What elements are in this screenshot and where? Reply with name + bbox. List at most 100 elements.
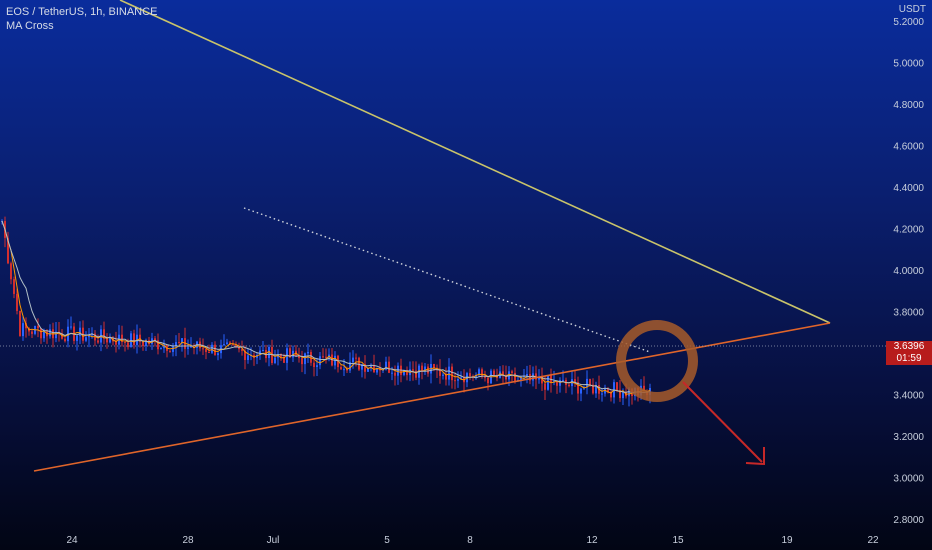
candle-body bbox=[154, 338, 156, 341]
candle-body bbox=[55, 331, 57, 339]
candle-body bbox=[274, 357, 276, 364]
candle-body bbox=[595, 385, 597, 394]
y-tick-label: 5.2000 bbox=[893, 17, 924, 28]
candle-body bbox=[361, 364, 363, 370]
candle-body bbox=[304, 353, 306, 365]
candle-body bbox=[244, 350, 246, 360]
candle-body bbox=[97, 340, 99, 343]
candle-body bbox=[439, 369, 441, 376]
resistance-trendline[interactable] bbox=[119, 0, 831, 324]
candle-body bbox=[550, 375, 552, 383]
candle-body bbox=[388, 361, 390, 373]
candle-body bbox=[397, 365, 399, 376]
candle-body bbox=[109, 337, 111, 343]
candle-body bbox=[253, 355, 255, 358]
candle-body bbox=[208, 352, 210, 354]
candle-body bbox=[352, 357, 354, 363]
price-axis[interactable]: 5.2000 5.0000 4.8000 4.6000 4.4000 4.2000 4.00… bbox=[893, 17, 924, 526]
x-tick-label: 28 bbox=[182, 535, 194, 546]
candle-body bbox=[322, 356, 324, 358]
candle-body bbox=[91, 333, 93, 336]
candle-body bbox=[10, 263, 12, 280]
candle-body bbox=[61, 333, 63, 339]
candle-body bbox=[364, 364, 366, 372]
candle-body bbox=[49, 329, 51, 337]
candle-body bbox=[172, 346, 174, 352]
candle-body bbox=[340, 367, 342, 370]
arrow-head bbox=[745, 447, 765, 466]
candle-body bbox=[79, 327, 81, 336]
candle-body bbox=[31, 331, 33, 334]
candle-body bbox=[403, 369, 405, 375]
candle-body bbox=[76, 335, 78, 341]
candle-body bbox=[370, 365, 372, 369]
candle-body bbox=[160, 348, 162, 350]
candle-body bbox=[586, 378, 588, 388]
candle-body bbox=[301, 358, 303, 365]
ma-fast-line bbox=[1, 220, 651, 395]
candle-body bbox=[37, 325, 39, 329]
candle-body bbox=[622, 392, 624, 399]
candle-body bbox=[127, 342, 129, 348]
dotted-trendline[interactable] bbox=[243, 207, 651, 353]
candle-body bbox=[256, 355, 258, 358]
y-tick-label: 3.8000 bbox=[893, 308, 924, 319]
candle-body bbox=[475, 375, 477, 378]
candle-body bbox=[13, 279, 15, 294]
candle-body bbox=[544, 383, 546, 390]
highlight-circle[interactable] bbox=[616, 320, 698, 402]
candle-body bbox=[22, 323, 24, 337]
candle-body bbox=[514, 372, 516, 382]
candle-body bbox=[157, 340, 159, 350]
y-tick-label: 4.8000 bbox=[893, 100, 924, 111]
candle-body bbox=[268, 346, 270, 359]
candle-body bbox=[298, 355, 300, 359]
y-tick-label: 5.0000 bbox=[893, 59, 924, 70]
candle-body bbox=[628, 388, 630, 397]
support-trendline[interactable] bbox=[33, 322, 831, 472]
candle-body bbox=[223, 343, 225, 346]
candle-body bbox=[559, 380, 561, 386]
candle-body bbox=[367, 368, 369, 372]
x-tick-label: 8 bbox=[467, 535, 473, 546]
candle-body bbox=[385, 361, 387, 370]
symbol-title: EOS / TetherUS, 1h, BINANCE bbox=[6, 6, 158, 18]
candle-body bbox=[217, 353, 219, 356]
candle-body bbox=[280, 354, 282, 357]
breakdown-arrow[interactable] bbox=[682, 381, 763, 463]
candle-body bbox=[541, 376, 543, 384]
candle-body bbox=[226, 342, 228, 344]
y-tick-label: 4.0000 bbox=[893, 266, 924, 277]
candle-body bbox=[346, 369, 348, 371]
candle-body bbox=[505, 375, 507, 380]
x-tick-label: 19 bbox=[781, 535, 793, 546]
y-tick-label: 4.6000 bbox=[893, 142, 924, 153]
candle-body bbox=[580, 388, 582, 394]
candle-body bbox=[415, 370, 417, 378]
candle-body bbox=[406, 369, 408, 376]
candle-body bbox=[454, 380, 456, 382]
candle-body bbox=[283, 356, 285, 363]
candle-body bbox=[532, 373, 534, 381]
candle-body bbox=[181, 338, 183, 343]
candle-body bbox=[85, 337, 87, 341]
candle-body bbox=[478, 369, 480, 376]
x-tick-label: Jul bbox=[267, 535, 280, 546]
candle-body bbox=[607, 388, 609, 393]
candles-layer bbox=[1, 216, 651, 407]
candle-body bbox=[70, 326, 72, 328]
x-tick-label: 5 bbox=[384, 535, 390, 546]
candle-body bbox=[142, 341, 144, 347]
candle-body bbox=[310, 351, 312, 363]
moving-averages-layer bbox=[1, 220, 651, 395]
candle-body bbox=[238, 347, 240, 350]
time-axis[interactable]: 24 28 Jul 5 8 12 15 19 22 bbox=[66, 535, 879, 546]
candle-body bbox=[19, 310, 21, 337]
candle-body bbox=[25, 323, 27, 329]
candle-body bbox=[211, 344, 213, 353]
candle-body bbox=[187, 347, 189, 349]
candle-body bbox=[169, 350, 171, 352]
candle-body bbox=[343, 369, 345, 371]
